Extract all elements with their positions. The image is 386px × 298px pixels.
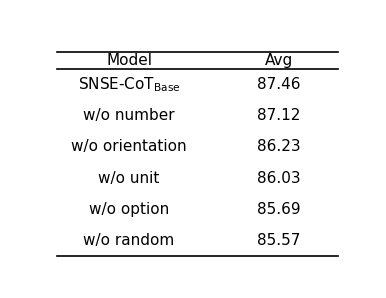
Text: 86.03: 86.03 [257,171,300,186]
Text: 85.57: 85.57 [257,233,300,248]
Text: 86.23: 86.23 [257,139,300,154]
Text: 87.46: 87.46 [257,77,300,92]
Text: 87.12: 87.12 [257,108,300,123]
Text: 85.69: 85.69 [257,202,300,217]
Text: SNSE-CoT$_{\mathregular{Base}}$: SNSE-CoT$_{\mathregular{Base}}$ [78,75,180,94]
Text: w/o number: w/o number [83,108,175,123]
Text: w/o option: w/o option [89,202,169,217]
Text: Model: Model [106,53,152,68]
Text: w/o random: w/o random [83,233,174,248]
Text: Avg: Avg [264,53,293,68]
Text: w/o orientation: w/o orientation [71,139,187,154]
Text: w/o unit: w/o unit [98,171,160,186]
